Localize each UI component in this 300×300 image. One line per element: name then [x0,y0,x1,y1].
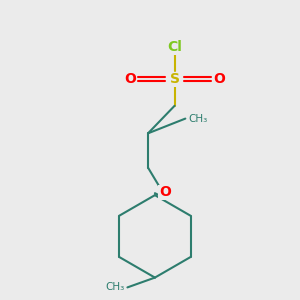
Text: CH₃: CH₃ [105,282,124,292]
Text: Cl: Cl [167,40,182,54]
Text: S: S [169,72,179,86]
Text: O: O [213,72,225,86]
Text: CH₃: CH₃ [188,114,208,124]
Text: O: O [124,72,136,86]
Text: O: O [159,185,171,199]
